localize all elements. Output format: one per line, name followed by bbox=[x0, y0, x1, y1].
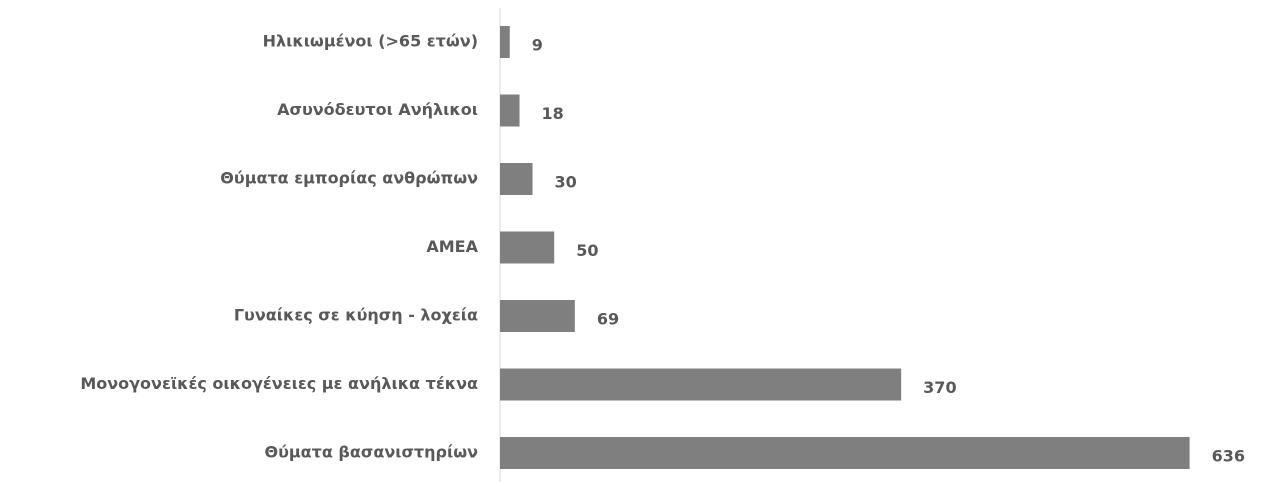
category-label: Ασυνόδευτοι Ανήλικοι bbox=[277, 100, 478, 119]
data-label: 69 bbox=[597, 310, 619, 329]
bar bbox=[500, 26, 510, 58]
category-label: Θύματα βασανιστηρίων bbox=[264, 443, 478, 462]
bar bbox=[500, 163, 533, 195]
category-label: Μονογονεϊκές οικογένειες με ανήλικα τέκν… bbox=[80, 374, 478, 393]
data-label: 9 bbox=[532, 36, 543, 55]
data-label: 50 bbox=[576, 241, 598, 260]
data-label: 370 bbox=[923, 378, 956, 397]
data-label: 30 bbox=[555, 173, 577, 192]
category-label: Γυναίκες σε κύηση - λοχεία bbox=[234, 306, 478, 325]
category-label: Θύματα εμπορίας ανθρώπων bbox=[220, 169, 478, 188]
bar bbox=[500, 300, 575, 332]
data-label: 18 bbox=[542, 104, 564, 123]
category-label: Ηλικιωμένοι (>65 ετών) bbox=[263, 32, 478, 51]
data-label: 636 bbox=[1212, 447, 1245, 466]
bar bbox=[500, 368, 902, 401]
bar bbox=[500, 437, 1190, 469]
category-label: ΑΜΕΑ bbox=[426, 237, 478, 256]
bar bbox=[500, 94, 520, 127]
bar bbox=[500, 231, 555, 264]
